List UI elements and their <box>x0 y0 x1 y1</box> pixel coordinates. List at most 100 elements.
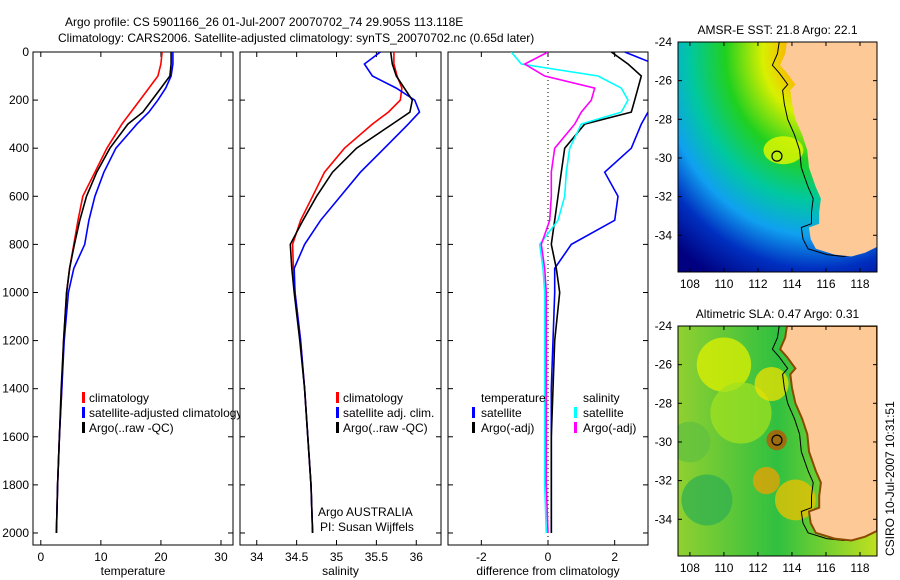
lat-tick-label: -26 <box>655 74 673 88</box>
legend-swatch <box>472 422 475 433</box>
map-frame <box>677 41 878 273</box>
isobath-line <box>771 42 870 258</box>
legend-label: satellite-adjusted climatology <box>89 406 242 420</box>
sla-anomaly-blob <box>752 467 781 495</box>
lon-tick-label: 118 <box>850 561 869 575</box>
legend-label: climatology <box>343 391 403 405</box>
x-tick-label: 30 <box>214 550 228 564</box>
lat-tick-label: -30 <box>655 151 673 165</box>
footer-stamp: CSIRO 10-Jul-2007 10:31:51 <box>883 401 897 556</box>
series-line-salinity-satellite <box>510 52 629 534</box>
x-tick-label: 36 <box>410 550 424 564</box>
annotation-line: Argo AUSTRALIA <box>318 505 413 519</box>
y-tick-label: 1200 <box>2 334 29 348</box>
x-tick-label: 34.5 <box>285 550 309 564</box>
x-axis-label: temperature <box>101 564 166 578</box>
legend-header-temperature: temperature <box>481 391 546 405</box>
series-group <box>289 52 421 534</box>
lat-tick-label: -28 <box>655 396 673 410</box>
figure-title-line1: Argo profile: CS 5901166_26 01-Jul-2007 … <box>65 15 463 29</box>
lon-tick-label: 108 <box>680 561 700 575</box>
series-line-argo-raw-qc- <box>289 52 414 534</box>
land-mass <box>780 42 877 257</box>
y-tick-label: 600 <box>9 189 29 203</box>
legend-swatch <box>82 422 85 433</box>
y-tick-label: 800 <box>9 237 29 251</box>
legend-label: satellite <box>583 406 624 420</box>
lon-tick-label: 114 <box>782 277 801 291</box>
legend-swatch <box>574 407 577 418</box>
plot-frame <box>239 51 442 546</box>
y-tick-label: 1600 <box>2 430 29 444</box>
sla-anomaly-blob <box>754 366 789 401</box>
legend-swatch <box>574 422 577 433</box>
y-tick-label: 0 <box>22 45 29 59</box>
lat-tick-label: -28 <box>655 112 673 126</box>
legend-header-salinity: salinity <box>583 391 620 405</box>
warm-water-blob <box>763 136 804 165</box>
sla-anomaly-blob <box>766 429 787 451</box>
sla-anomaly-blob <box>681 474 733 526</box>
y-tick-label: 1800 <box>2 478 29 492</box>
y-tick-label: 2000 <box>2 526 29 540</box>
land-mass <box>778 326 877 542</box>
lon-tick-label: 110 <box>714 277 733 291</box>
legend-label: satellite adj. clim. <box>343 406 434 420</box>
map-frame <box>677 325 878 557</box>
lat-tick-label: -26 <box>655 358 673 372</box>
figure-title-line2: Climatology: CARS2006. Satellite-adjuste… <box>58 31 534 45</box>
legend-label: Argo(..raw -QC) <box>343 421 428 435</box>
legend-swatch <box>336 392 339 403</box>
sla-map: Altimetric SLA: 0.47 Argo: 0.31 108 110 112… <box>655 307 878 575</box>
legend-label: Argo(-adj) <box>481 421 534 435</box>
legend-label: satellite <box>481 406 522 420</box>
map-field <box>678 42 877 272</box>
lat-tick-label: -32 <box>655 474 673 488</box>
sla-anomaly-blob <box>696 337 752 392</box>
plot-frame <box>447 51 649 546</box>
legend-label: Argo(-adj) <box>583 421 636 435</box>
sla-anomaly-blob <box>678 421 711 463</box>
legend-label: Argo(..raw -QC) <box>89 421 174 435</box>
x-tick-label: -2 <box>476 550 487 564</box>
lat-tick-label: -30 <box>655 435 673 449</box>
series-group <box>55 52 174 534</box>
x-tick-label: 35.5 <box>365 550 389 564</box>
legend-swatch <box>82 407 85 418</box>
y-tick-label: 1400 <box>2 382 29 396</box>
lon-tick-label: 114 <box>782 561 801 575</box>
lat-tick-label: -34 <box>655 512 673 526</box>
lon-tick-label: 118 <box>850 277 869 291</box>
x-axis-label: difference from climatology <box>476 564 619 578</box>
legend-swatch <box>336 407 339 418</box>
plot-frame <box>32 51 234 546</box>
map-title: AMSR-E SST: 21.8 Argo: 22.1 <box>697 23 857 37</box>
argo-position-marker <box>771 150 783 162</box>
x-axis-label: salinity <box>322 564 359 578</box>
isobath-line <box>771 326 870 542</box>
lon-tick-label: 116 <box>816 561 835 575</box>
lon-tick-label: 112 <box>748 561 767 575</box>
x-tick-label: 2 <box>611 550 618 564</box>
lon-tick-label: 116 <box>816 277 835 291</box>
series-group <box>510 52 648 534</box>
map-field <box>678 326 877 556</box>
lon-tick-label: 110 <box>714 561 733 575</box>
lat-tick-label: -34 <box>655 228 673 242</box>
annotation-line: PI: Susan Wijffels <box>320 520 414 534</box>
legend-swatch <box>336 422 339 433</box>
profile-panel-2: 34 34.5 35 35.5 36 salinity climatologysatelli… <box>239 51 442 578</box>
series-line-salinity-argo-adj- <box>523 52 596 534</box>
x-tick-label: 0 <box>545 550 552 564</box>
legend-swatch <box>82 392 85 403</box>
x-tick-label: 10 <box>94 550 108 564</box>
x-tick-label: 35 <box>330 550 344 564</box>
y-tick-label: 1000 <box>2 285 29 299</box>
x-tick-label: 34 <box>250 550 264 564</box>
y-tick-label: 400 <box>9 141 29 155</box>
lat-tick-label: -32 <box>655 190 673 204</box>
legend-swatch <box>472 407 475 418</box>
y-tick-label: 200 <box>9 93 29 107</box>
